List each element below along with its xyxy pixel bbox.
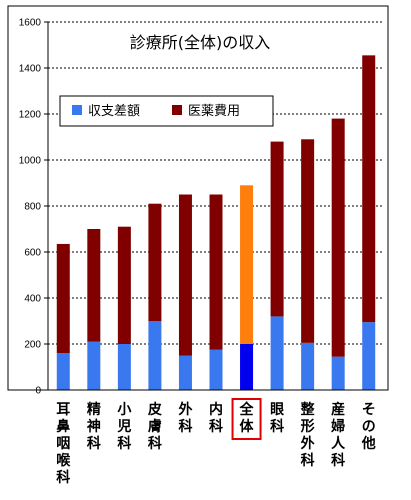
category-label: その他	[361, 402, 376, 452]
category-label: 皮膚科	[147, 401, 162, 452]
bar-income	[209, 349, 223, 390]
legend-box	[59, 95, 274, 127]
bar-expense	[331, 118, 345, 357]
bar-income	[270, 316, 284, 390]
y-tick-label: 1600	[19, 18, 42, 29]
y-tick-label: 1400	[19, 64, 42, 75]
y-tick-label: 0	[35, 386, 41, 397]
bar-income	[331, 356, 345, 390]
axes: 0 200 400 600 800 1000 1200 1400 1600	[19, 18, 384, 397]
category-label: 全体	[239, 401, 255, 435]
category-label: 小児科	[116, 402, 131, 452]
bar-income	[117, 344, 131, 390]
y-tick-label: 800	[24, 202, 41, 213]
category-label: 外科	[178, 401, 192, 435]
bar-income	[87, 341, 101, 390]
bar-income	[148, 321, 162, 390]
y-tick-label: 600	[24, 248, 41, 259]
highlight-frame	[231, 398, 262, 440]
bar-expense	[209, 194, 223, 350]
bar-income	[301, 342, 315, 390]
bar-expense	[117, 226, 131, 344]
bar-expense	[270, 141, 284, 317]
legend-label-expense: 医薬費用	[188, 104, 240, 119]
y-tick-label: 400	[24, 294, 41, 305]
y-tick-label: 1200	[19, 110, 42, 121]
legend: 収支差額 医薬費用	[59, 95, 274, 127]
bar-income	[56, 353, 70, 390]
category-label: 整形外科	[300, 401, 316, 469]
y-tick-label: 200	[24, 340, 41, 351]
bar-expense	[362, 55, 376, 323]
legend-swatch-expense	[172, 105, 182, 115]
legend-label-income: 収支差額	[88, 104, 140, 119]
bar-expense	[301, 139, 315, 343]
y-tick-label: 1000	[19, 156, 42, 167]
bars	[56, 55, 376, 390]
legend-swatch-income	[72, 105, 82, 115]
bar-expense	[240, 185, 254, 344]
bar-expense	[87, 229, 101, 342]
bar-expense	[56, 243, 70, 354]
bar-expense	[148, 203, 162, 321]
category-label: 耳鼻咽喉科	[56, 402, 71, 486]
category-label: 内科	[209, 401, 223, 435]
bar-income	[240, 344, 254, 390]
category-label: 眼科	[270, 402, 284, 435]
bar-expense	[178, 194, 192, 356]
category-label: 産婦人科	[330, 401, 346, 469]
bar-income	[178, 355, 192, 390]
chart-title: 診療所(全体)の収入	[130, 33, 271, 52]
category-label: 精神科	[87, 401, 101, 452]
bar-income	[362, 322, 376, 390]
chart-frame	[7, 5, 389, 391]
